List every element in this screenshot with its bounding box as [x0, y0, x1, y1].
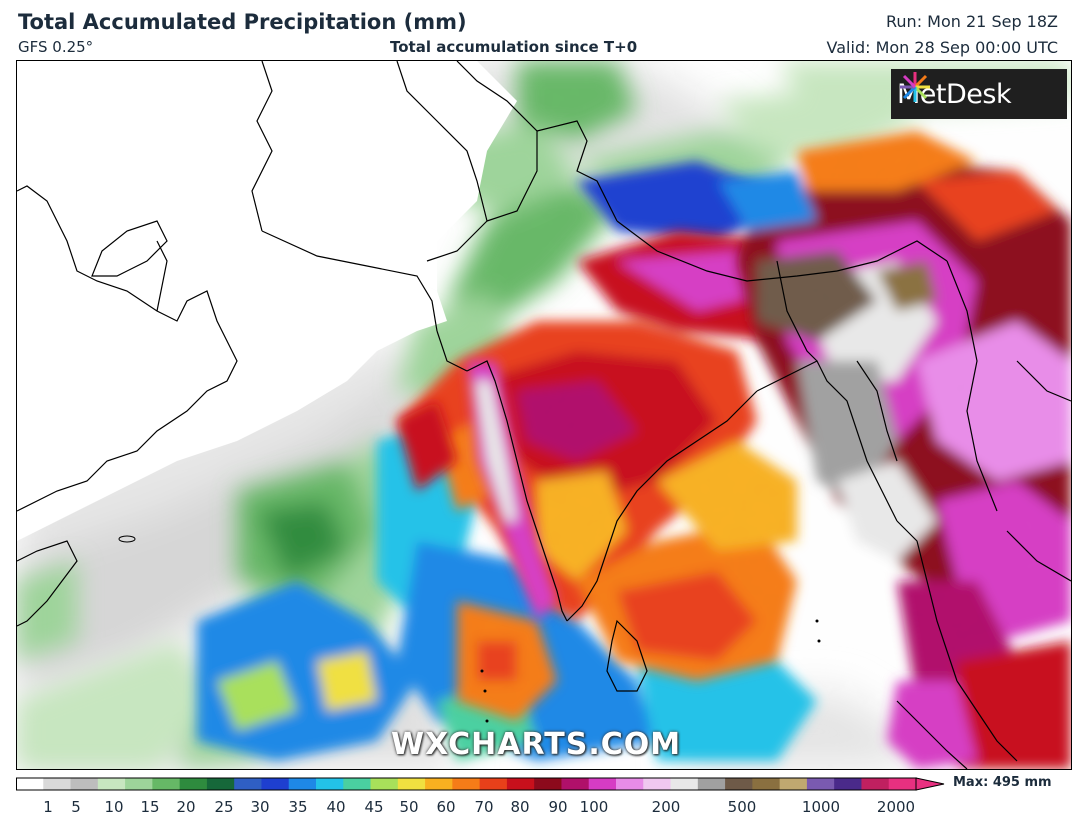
colorbar-tick-label: 25 — [214, 798, 234, 816]
colorbar-segment — [397, 778, 426, 790]
valid-time: Valid: Mon 28 Sep 00:00 UTC — [826, 38, 1058, 57]
colorbar-segment — [725, 778, 753, 790]
colorbar-tick-label: 500 — [727, 798, 757, 816]
colorbar-segment — [834, 778, 863, 790]
colorbar-tick-label: 80 — [510, 798, 530, 816]
extreme-rain-northeast — [717, 131, 1071, 769]
colorbar-segment — [234, 778, 263, 790]
colorbar-segment — [452, 778, 481, 790]
run-time: Run: Mon 21 Sep 18Z — [886, 12, 1058, 31]
colorbar-extend-arrow — [915, 777, 945, 791]
colorbar-segment — [806, 778, 835, 790]
colorbar-segment — [506, 778, 535, 790]
colorbar-tick-label: 35 — [288, 798, 308, 816]
colorbar-segment — [316, 778, 344, 790]
wxcharts-watermark: WXCHARTS.COM — [391, 727, 682, 762]
colorbar-tick-label: 5 — [71, 798, 81, 816]
colorbar-segment — [288, 778, 317, 790]
colorbar-segment — [752, 778, 781, 790]
colorbar-segment — [370, 778, 399, 790]
chart-title: Total Accumulated Precipitation (mm) — [18, 10, 467, 34]
colorbar-segment — [697, 778, 726, 790]
colorbar-segment — [152, 778, 181, 790]
colorbar-segment — [888, 778, 917, 790]
model-label: GFS 0.25° — [18, 38, 94, 56]
accumulation-subtitle: Total accumulation since T+0 — [390, 38, 638, 56]
precipitation-map[interactable]: MetDesk WXCHARTS.COM — [16, 60, 1072, 770]
colorbar-tick-label: 10 — [104, 798, 124, 816]
colorbar-tick-label: 100 — [579, 798, 609, 816]
colorbar-segment — [43, 778, 72, 790]
colorbar-segment — [616, 778, 644, 790]
colorbar-tick-label: 45 — [364, 798, 384, 816]
colorbar-ticks: 1 5 10 15 20 25 30 35 40 45 50 60 70 80 90 100 200 500 100… — [16, 798, 946, 818]
dry-land-west — [17, 61, 517, 541]
colorbar-segment — [643, 778, 672, 790]
metdesk-logo-icon — [900, 72, 930, 102]
colorbar-segment — [670, 778, 699, 790]
colorbar-segment — [206, 778, 235, 790]
colorbar-tick-label: 15 — [140, 798, 160, 816]
colorbar-segment — [343, 778, 372, 790]
colorbar-segment — [779, 778, 808, 790]
colorbar-tick-label: 60 — [436, 798, 456, 816]
colorbar-segment — [861, 778, 890, 790]
country-borders — [17, 61, 1071, 769]
colorbar-segment — [70, 778, 99, 790]
colorbar-segment — [97, 778, 126, 790]
western-ghats-rain — [397, 361, 557, 621]
colorbar-segment — [588, 778, 617, 790]
colorbar-tick-label: 40 — [326, 798, 346, 816]
colorbar-gradient — [16, 777, 945, 791]
map-canvas — [17, 61, 1071, 769]
metdesk-logo: MetDesk — [891, 69, 1067, 119]
max-value-label: Max: 495 mm — [953, 775, 1052, 790]
colorbar-tick-label: 30 — [250, 798, 270, 816]
colorbar-segment — [479, 778, 508, 790]
colorbar-segment — [16, 778, 44, 790]
colorbar-tick-label: 2000 — [876, 798, 916, 816]
precipitation-colorbar — [16, 776, 946, 792]
colorbar-segment — [534, 778, 563, 790]
colorbar-segment — [261, 778, 290, 790]
colorbar-tick-label: 1000 — [801, 798, 841, 816]
colorbar-segment — [561, 778, 590, 790]
colorbar-tick-label: 50 — [399, 798, 419, 816]
colorbar-segment — [179, 778, 208, 790]
colorbar-tick-label: 70 — [474, 798, 494, 816]
colorbar-tick-label: 200 — [651, 798, 681, 816]
colorbar-segment — [125, 778, 153, 790]
colorbar-tick-label: 20 — [176, 798, 196, 816]
colorbar-tick-label: 1 — [43, 798, 53, 816]
colorbar-tick-label: 90 — [548, 798, 568, 816]
islands — [118, 535, 821, 748]
colorbar-segment — [425, 778, 453, 790]
